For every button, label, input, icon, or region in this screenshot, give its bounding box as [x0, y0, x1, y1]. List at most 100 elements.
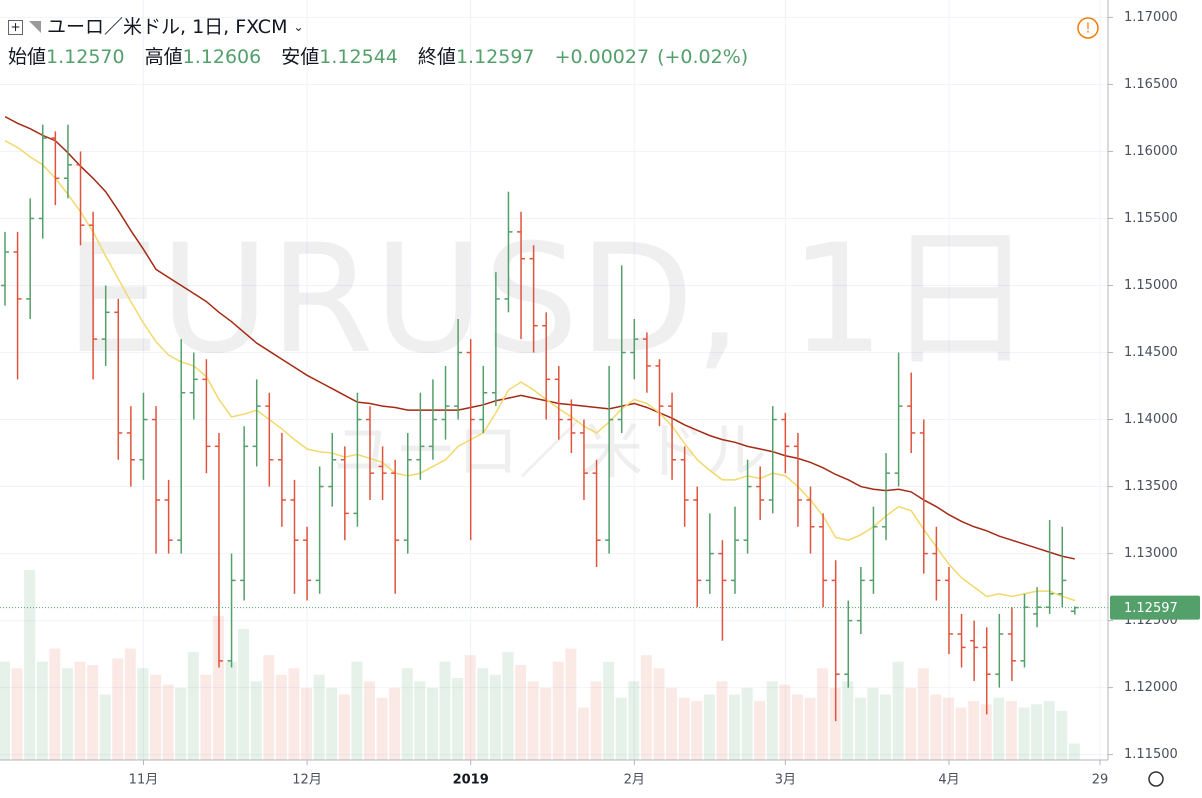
- volume-bar: [791, 694, 803, 760]
- volume-bar: [389, 687, 401, 760]
- volume-bar: [603, 661, 615, 760]
- high-label: 高値: [144, 46, 183, 68]
- volume-bar: [313, 674, 325, 760]
- volume-bar: [678, 697, 690, 760]
- volume-bar: [426, 687, 438, 760]
- volume-bar: [288, 668, 300, 760]
- volume-bar: [993, 697, 1005, 760]
- volume-bar: [628, 681, 640, 760]
- volume-bar: [817, 668, 829, 760]
- close-label: 終値: [417, 46, 456, 68]
- volume-bar: [930, 694, 942, 760]
- volume-bar: [615, 697, 627, 760]
- volume-bar: [275, 674, 287, 760]
- volume-bar: [867, 687, 879, 760]
- volume-bar: [376, 697, 388, 760]
- alert-icon-mark: !: [1085, 22, 1090, 37]
- x-tick-label: 4月: [938, 773, 959, 788]
- x-tick-label: 3月: [775, 773, 796, 788]
- volume-bar: [351, 661, 363, 760]
- volume-bar: [238, 628, 250, 760]
- volume-bar: [87, 665, 99, 760]
- volume-bar: [1031, 704, 1043, 760]
- x-tick-label: 12月: [292, 773, 322, 788]
- volume-bar: [175, 687, 187, 760]
- y-tick-label: 1.16000: [1124, 144, 1178, 159]
- volume-bar: [11, 668, 23, 760]
- volume-bar: [804, 697, 816, 760]
- volume-bar: [892, 661, 904, 760]
- volume-bar: [150, 674, 162, 760]
- volume-bar: [703, 694, 715, 760]
- volume-bar: [137, 668, 149, 760]
- volume-bar: [301, 687, 313, 760]
- volume-bar: [263, 655, 275, 760]
- volume-bar: [917, 668, 929, 760]
- price-axis-bg: [1108, 0, 1202, 798]
- volume-bar: [968, 701, 980, 760]
- volume-bar: [477, 668, 489, 760]
- volume-bar: [590, 681, 602, 760]
- open-label: 始値: [8, 46, 47, 68]
- alert-icon[interactable]: [1077, 17, 1099, 39]
- volume-bar: [905, 687, 917, 760]
- y-tick-label: 1.15000: [1124, 278, 1178, 293]
- symbol-title[interactable]: ユーロ／米ドル, 1日, FXCM: [47, 16, 288, 38]
- volume-bar: [880, 694, 892, 760]
- volume-bar: [464, 655, 476, 760]
- volume-bar: [515, 665, 527, 760]
- y-tick-label: 1.14500: [1124, 345, 1178, 360]
- volume-bar: [729, 694, 740, 760]
- x-tick-label: 29: [1092, 773, 1109, 788]
- volume-bar: [691, 701, 703, 760]
- volume-bar: [955, 707, 967, 760]
- volume-bar: [0, 661, 10, 760]
- close-value: 1.12597: [455, 46, 535, 68]
- volume-bar: [364, 681, 375, 760]
- watermark-sub: ユーロ／米ドル: [333, 414, 767, 487]
- volume-bar: [1056, 710, 1068, 760]
- volume-bar: [666, 687, 678, 760]
- last-price-tag: [1110, 595, 1200, 620]
- change-value: +0.00027: [554, 46, 650, 68]
- volume-bar: [741, 687, 753, 760]
- y-tick-label: 1.11500: [1124, 747, 1178, 762]
- settings-icon[interactable]: [1148, 771, 1164, 787]
- volume-bar: [754, 701, 766, 760]
- x-tick-label: 2月: [624, 773, 645, 788]
- symbol-row: + ユーロ／米ドル, 1日, FXCM ⌄: [8, 12, 762, 42]
- volume-bar: [565, 648, 577, 760]
- volume-bar: [326, 687, 338, 760]
- volume-bar: [577, 707, 589, 760]
- volume-bar: [36, 661, 48, 760]
- volume-bar: [439, 661, 451, 760]
- volume-bar: [61, 668, 73, 760]
- x-tick-label: 11月: [129, 773, 159, 788]
- volume-bar: [162, 684, 174, 760]
- x-tick-label: 2019: [453, 773, 489, 788]
- change-percent: (+0.02%): [657, 46, 749, 68]
- legend-header: + ユーロ／米ドル, 1日, FXCM ⌄ 始値1.12570 高値1.12606…: [8, 12, 762, 72]
- ribbon-line: [4, 140, 1076, 602]
- high-value: 1.12606: [182, 46, 262, 68]
- volume-bar: [980, 704, 992, 760]
- volume-bar: [250, 681, 262, 760]
- open-value: 1.12570: [46, 46, 125, 68]
- volume-bar: [842, 681, 854, 760]
- y-tick-label: 1.16500: [1124, 77, 1178, 92]
- dropdown-caret[interactable]: ⌄: [293, 20, 304, 34]
- volume-bar: [766, 681, 778, 760]
- volume-bar: [716, 681, 728, 760]
- volume-bar: [1018, 707, 1030, 760]
- volume-bar: [552, 661, 564, 760]
- volume-bar: [653, 668, 665, 760]
- volume-bar: [49, 648, 61, 760]
- collapse-button[interactable]: +: [8, 19, 23, 35]
- volume-bar: [200, 674, 212, 760]
- volume-bar: [854, 697, 866, 760]
- volume-bar: [112, 658, 124, 760]
- flag-icon: [29, 21, 41, 33]
- volume-bar: [74, 661, 86, 760]
